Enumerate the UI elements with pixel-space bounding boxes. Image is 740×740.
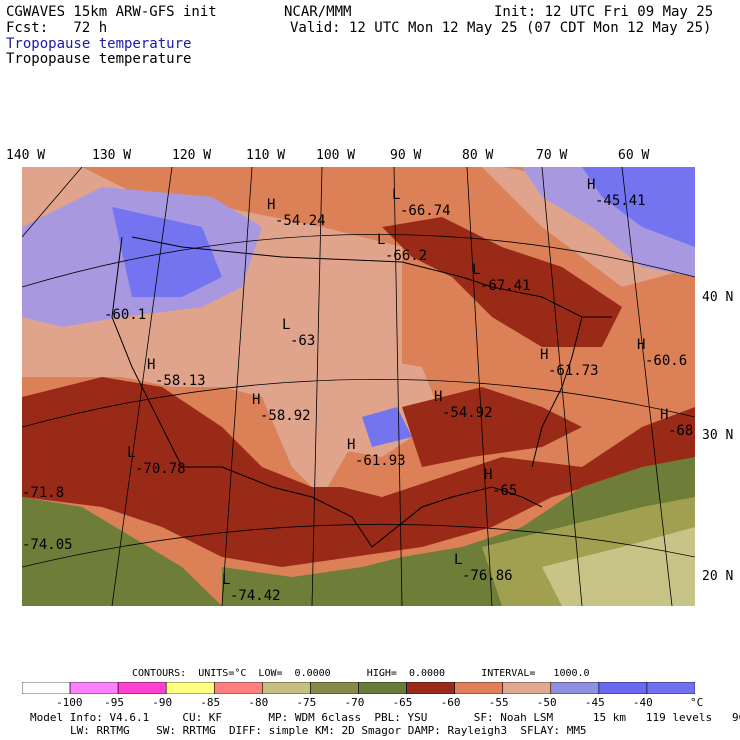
map-extremum-mark: H [587,177,596,193]
map-value-label: -63 [290,333,316,349]
map-value-label: -66.2 [385,248,428,264]
map-extremum-mark: H [660,407,669,423]
forecast-hour: Fcst: 72 h [6,20,108,36]
map-value-label: -58.92 [260,408,311,424]
field-name-secondary: Tropopause temperature [6,51,192,67]
colorbar-swatch [213,682,263,694]
model-info-line-1: Model Info: V4.6.1 CU: KF MP: WDM 6class… [30,711,740,724]
map-value-label: -70.78 [135,461,186,477]
lat-label-40n: 40 N [702,290,734,305]
colorbar-tick-label: -95 [104,696,125,709]
map-value-label: -61.73 [548,363,599,379]
contours-info: CONTOURS: UNITS=°C LOW= 0.0000 HIGH= 0.0… [132,668,590,679]
init-time: Init: 12 UTC Fri 09 May 25 [494,4,714,20]
map-value-label: -60.1 [104,307,147,323]
map-value-label: -74.42 [230,588,281,604]
lon-label-110w: 110 W [246,148,286,163]
map-extremum-mark: H [434,389,443,405]
map-value-label: -60.6 [645,353,688,369]
map-value-label: -61.93 [355,453,406,469]
lon-label-130w: 130 W [92,148,132,163]
colorbar-tick-label: -50 [536,696,557,709]
map-value-label: -45.41 [595,193,646,209]
map-value-label: -54.92 [442,405,493,421]
lat-label-30n: 30 N [702,428,734,443]
center-name: NCAR/MMM [284,4,352,20]
lon-label-120w: 120 W [172,148,212,163]
map-extremum-mark: H [267,197,276,213]
field-name-primary: Tropopause temperature [6,36,192,52]
map-extremum-mark: H [147,357,156,373]
colorbar-swatch [117,682,167,694]
colorbar-tick-label: -80 [248,696,269,709]
map-extremum-mark: H [637,337,646,353]
colorbar [22,682,695,694]
map-extremum-mark: H [252,392,261,408]
colorbar-tick-label: -60 [440,696,461,709]
colorbar-swatch [310,682,359,694]
model-info-line-2: LW: RRTMG SW: RRTMG DIFF: simple KM: 2D … [70,724,587,737]
colorbar-swatch [165,682,215,694]
colorbar-swatch [646,682,695,694]
map-value-label: -71.8 [22,485,65,501]
colorbar-swatch [598,682,648,694]
map-extremum-mark: L [222,572,231,588]
lon-label-70w: 70 W [536,148,568,163]
map-extremum-mark: L [454,552,463,568]
colorbar-swatch [262,682,311,694]
map-fill [22,167,695,606]
map-extremum-mark: H [347,437,356,453]
model-title: CGWAVES 15km ARW-GFS init [6,4,217,20]
colorbar-tick-label: -70 [344,696,365,709]
map-extremum-mark: L [127,445,136,461]
map-extremum-mark: L [377,232,386,248]
colorbar-swatch [69,682,119,694]
lon-label-140w: 140 W [6,148,46,163]
map-value-label: -76.86 [462,568,513,584]
colorbar-tick-label: -40 [632,696,653,709]
colorbar-swatch [454,682,504,694]
colorbar-tick-label: -65 [392,696,413,709]
lon-label-60w: 60 W [618,148,650,163]
map-value-label: -66.74 [400,203,451,219]
map-extremum-mark: H [540,347,549,363]
colorbar-tick-label: -55 [488,696,509,709]
colorbar-tick-label: -45 [584,696,605,709]
colorbar-unit: °C [690,696,704,709]
weather-map: H -54.24 L -66.74 H -45.41 L -66.2 L -67.41 -60.1 L… [22,167,695,606]
map-value-label: -65 [492,483,518,499]
colorbar-swatch [358,682,407,694]
map-extremum-mark: L [472,262,481,278]
map-extremum-mark: H [484,467,493,483]
colorbar-swatch [502,682,552,694]
map-value-label: -58.13 [155,373,206,389]
colorbar-swatch [550,682,600,694]
colorbar-tick-label: -85 [200,696,221,709]
colorbar-swatch [22,682,71,694]
map-value-label: -54.24 [275,213,326,229]
colorbar-swatch [406,682,455,694]
lon-label-100w: 100 W [316,148,356,163]
map-value-label: -67.41 [480,278,531,294]
map-extremum-mark: L [282,317,291,333]
colorbar-tick-label: -100 [56,696,83,709]
map-value-label: -68 [668,423,694,439]
valid-time: Valid: 12 UTC Mon 12 May 25 (07 CDT Mon … [290,20,712,36]
map-extremum-mark: L [392,187,401,203]
colorbar-tick-label: -90 [152,696,173,709]
map-value-label: -74.05 [22,537,73,553]
lon-label-80w: 80 W [462,148,494,163]
colorbar-tick-label: -75 [296,696,317,709]
lon-label-90w: 90 W [390,148,422,163]
lat-label-20n: 20 N [702,569,734,584]
